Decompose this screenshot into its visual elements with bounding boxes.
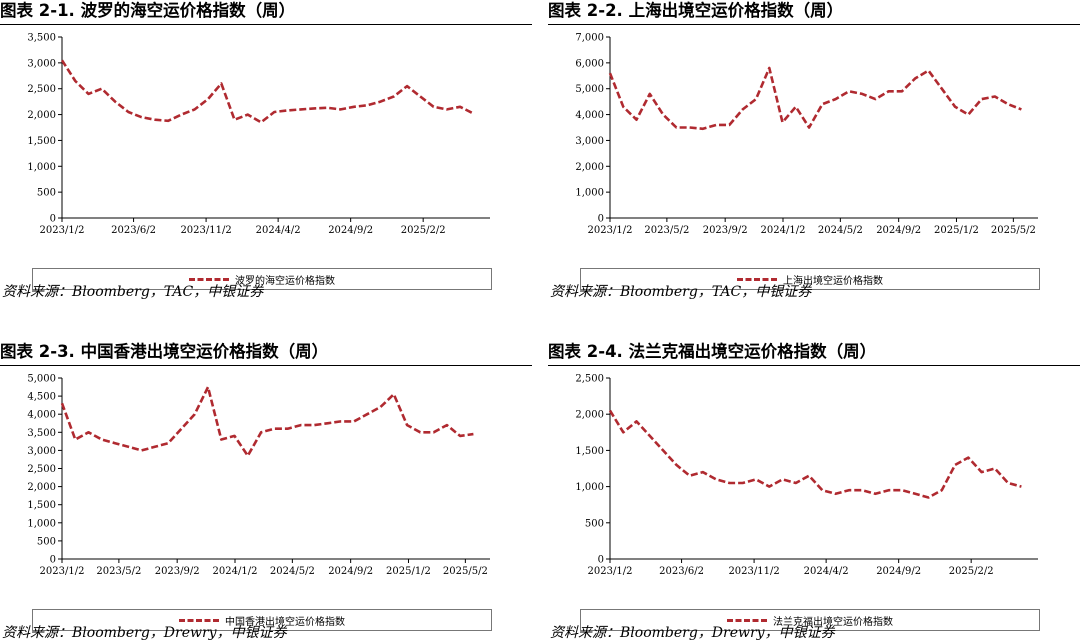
x-tick-label: 2024/9/2 [328, 225, 373, 236]
x-tick-label: 2023/1/2 [588, 566, 633, 577]
series-line [610, 411, 1021, 498]
source-note: 资料来源：Bloomberg，Drewry，中银证券 [550, 622, 835, 642]
y-tick-label: 2,500 [27, 84, 56, 95]
series-line [62, 60, 473, 122]
x-tick-label: 2024/5/2 [270, 566, 315, 577]
x-tick-label: 2023/5/2 [96, 566, 141, 577]
x-tick-label: 2025/5/2 [443, 566, 488, 577]
chart-area: 0 500 1,000 1,500 2,000 2,500 2023/1/2 2023/6/2… [548, 366, 1080, 614]
series-line [62, 387, 473, 456]
y-tick-label: 2,000 [575, 410, 604, 421]
y-tick-label: 0 [598, 214, 604, 225]
x-tick-label: 2023/9/2 [155, 566, 200, 577]
x-tick-label: 2023/11/2 [180, 225, 231, 236]
x-tick-label: 2024/9/2 [328, 566, 373, 577]
chart-title: 图表 2-2. 上海出境空运价格指数（周） [548, 0, 1080, 22]
y-tick-label: 0 [50, 214, 56, 225]
x-tick-label: 2024/1/2 [761, 225, 806, 236]
x-tick-label: 2024/4/2 [804, 566, 849, 577]
x-tick-label: 2023/11/2 [728, 566, 779, 577]
y-tick-label: 2,500 [27, 464, 56, 475]
line-chart: 0 500 1,000 1,500 2,000 2,500 3,000 3,500 4,000 4… [0, 366, 532, 614]
y-tick-label: 3,000 [27, 446, 56, 457]
y-tick-label: 3,000 [575, 136, 604, 147]
x-tick-label: 2025/1/2 [934, 225, 979, 236]
x-tick-label: 2025/1/2 [386, 566, 431, 577]
x-tick-label: 2025/5/2 [991, 225, 1036, 236]
x-tick-label: 2023/9/2 [703, 225, 748, 236]
y-tick-label: 0 [598, 555, 604, 566]
y-tick-label: 1,500 [27, 500, 56, 511]
y-tick-label: 500 [37, 536, 56, 547]
y-tick-label: 3,000 [27, 58, 56, 69]
x-tick-label: 2024/1/2 [213, 566, 258, 577]
chart-area: 0 1,000 2,000 3,000 4,000 5,000 6,000 7,000 2023… [548, 25, 1080, 273]
y-tick-label: 6,000 [575, 58, 604, 69]
x-tick-label: 2024/9/2 [876, 225, 921, 236]
y-tick-label: 1,000 [575, 188, 604, 199]
chart-panel-1: 图表 2-1. 波罗的海空运价格指数（周） 0 500 1,000 1,500 2,00… [0, 0, 532, 273]
series-line [610, 68, 1021, 129]
y-tick-label: 500 [37, 188, 56, 199]
x-tick-label: 2023/1/2 [40, 566, 85, 577]
y-tick-label: 1,500 [27, 136, 56, 147]
chart-title: 图表 2-1. 波罗的海空运价格指数（周） [0, 0, 532, 22]
y-tick-label: 1,000 [27, 162, 56, 173]
y-tick-label: 7,000 [575, 33, 604, 44]
chart-panel-4: 图表 2-4. 法兰克福出境空运价格指数（周） 0 500 1,000 1,500 2,… [548, 341, 1080, 614]
y-tick-label: 0 [50, 555, 56, 566]
x-tick-label: 2024/4/2 [256, 225, 301, 236]
y-tick-label: 2,000 [27, 110, 56, 121]
line-chart: 0 500 1,000 1,500 2,000 2,500 3,000 3,500 2023/1… [0, 25, 532, 273]
source-note: 资料来源：Bloomberg，Drewry，中银证券 [2, 622, 287, 642]
chart-panel-3: 图表 2-3. 中国香港出境空运价格指数（周） 0 500 1,000 1,500 2,… [0, 341, 532, 614]
y-tick-label: 1,000 [575, 482, 604, 493]
x-tick-label: 2023/5/2 [644, 225, 689, 236]
chart-area: 0 500 1,000 1,500 2,000 2,500 3,000 3,500 2023/1… [0, 25, 532, 273]
source-note: 资料来源：Bloomberg，TAC，中银证券 [2, 281, 263, 301]
y-tick-label: 4,500 [27, 392, 56, 403]
y-tick-label: 500 [585, 518, 604, 529]
y-tick-label: 2,000 [27, 482, 56, 493]
y-tick-label: 2,500 [575, 374, 604, 385]
chart-area: 0 500 1,000 1,500 2,000 2,500 3,000 3,500 4,000 4… [0, 366, 532, 614]
y-tick-label: 4,000 [575, 110, 604, 121]
chart-panel-2: 图表 2-2. 上海出境空运价格指数（周） 0 1,000 2,000 3,000 4,… [548, 0, 1080, 273]
y-tick-label: 4,000 [27, 410, 56, 421]
x-tick-label: 2024/9/2 [876, 566, 921, 577]
y-tick-label: 1,000 [27, 518, 56, 529]
chart-title: 图表 2-4. 法兰克福出境空运价格指数（周） [548, 341, 1080, 363]
x-tick-label: 2025/2/2 [401, 225, 446, 236]
x-tick-label: 2023/1/2 [588, 225, 633, 236]
chart-title: 图表 2-3. 中国香港出境空运价格指数（周） [0, 341, 532, 363]
x-tick-label: 2024/5/2 [818, 225, 863, 236]
y-tick-label: 5,000 [27, 374, 56, 385]
source-note: 资料来源：Bloomberg，TAC，中银证券 [550, 281, 811, 301]
y-tick-label: 2,000 [575, 162, 604, 173]
y-tick-label: 3,500 [27, 428, 56, 439]
x-tick-label: 2023/6/2 [111, 225, 156, 236]
x-tick-label: 2023/1/2 [40, 225, 85, 236]
x-tick-label: 2025/2/2 [949, 566, 994, 577]
line-chart: 0 1,000 2,000 3,000 4,000 5,000 6,000 7,000 2023… [548, 25, 1080, 273]
line-chart: 0 500 1,000 1,500 2,000 2,500 2023/1/2 2023/6/2… [548, 366, 1080, 614]
y-tick-label: 1,500 [575, 446, 604, 457]
x-tick-label: 2023/6/2 [659, 566, 704, 577]
y-tick-label: 5,000 [575, 84, 604, 95]
y-tick-label: 3,500 [27, 33, 56, 44]
